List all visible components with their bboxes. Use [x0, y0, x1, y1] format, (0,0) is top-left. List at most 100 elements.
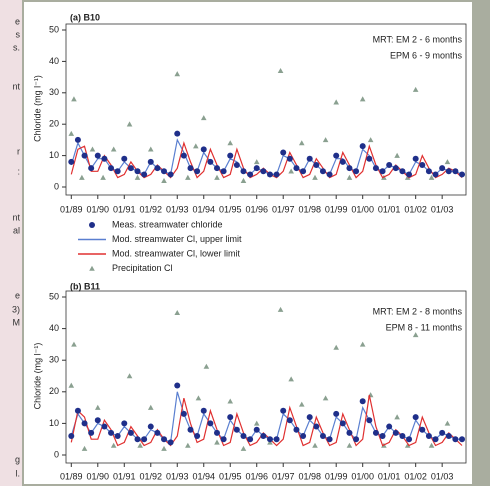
precipitation-point — [110, 146, 117, 152]
measured-point — [147, 423, 154, 430]
legend-symbol — [89, 222, 95, 228]
precipitation-point — [312, 442, 318, 448]
y-axis-label: Chloride (mg l⁻¹) — [32, 75, 42, 142]
x-tick-label: 01/90 — [87, 204, 110, 214]
x-tick-label: 01/93 — [166, 471, 189, 481]
precipitation-point — [333, 99, 339, 105]
precipitation-point — [298, 140, 305, 146]
measured-point — [213, 429, 220, 436]
x-tick-label: 01/98 — [298, 471, 321, 481]
measured-point — [419, 162, 426, 169]
measured-point — [266, 171, 273, 178]
poster-text-fragment: g — [15, 454, 20, 464]
measured-point — [108, 165, 115, 172]
annotation: EPM 8 - 11 months — [386, 322, 463, 332]
measured-point — [141, 436, 148, 443]
y-tick-label: 0 — [54, 449, 59, 459]
annotation: MRT: EM 2 - 8 months — [373, 306, 463, 316]
precipitation-point — [185, 174, 191, 180]
measured-point — [247, 171, 254, 178]
measured-point — [114, 433, 121, 440]
poster-text-fragment: s — [16, 29, 21, 39]
poster-text-fragment: l. — [16, 468, 21, 478]
measured-point — [253, 426, 260, 433]
legend-label: Mod. streamwater Cl, lower limit — [112, 248, 241, 258]
x-tick-label: 01/92 — [140, 204, 163, 214]
precipitation-point — [126, 373, 133, 379]
measured-point — [293, 426, 300, 433]
annotation: EPM 6 - 9 months — [390, 50, 463, 60]
x-tick-label: 01/94 — [192, 471, 215, 481]
precipitation-point — [444, 420, 451, 426]
poster-text-column — [0, 0, 22, 486]
poster-text-fragment: al — [13, 225, 20, 235]
measured-point — [207, 158, 214, 165]
measured-point — [167, 439, 174, 446]
measured-point — [445, 168, 452, 175]
measured-point — [68, 433, 75, 440]
precipitation-point — [394, 152, 400, 158]
precipitation-point — [227, 140, 234, 146]
measured-point — [399, 433, 406, 440]
measured-point — [359, 143, 366, 150]
measured-point — [127, 165, 134, 172]
x-tick-label: 01/93 — [166, 204, 189, 214]
measured-point — [273, 171, 280, 178]
precipitation-point — [322, 137, 329, 143]
measured-point — [220, 436, 227, 443]
chart-title: (a) B10 — [70, 12, 100, 22]
y-tick-label: 20 — [49, 119, 59, 129]
precipitation-point — [89, 146, 96, 152]
measured-point — [326, 436, 333, 443]
measured-point — [220, 168, 227, 175]
poster-text-fragment: e — [15, 290, 20, 300]
measured-point — [81, 420, 88, 427]
x-tick-label: 01/02 — [404, 471, 427, 481]
measured-point — [372, 165, 379, 172]
measured-point — [326, 171, 333, 178]
precipitation-point — [161, 177, 167, 183]
measured-point — [273, 436, 280, 443]
precipitation-point — [126, 121, 133, 127]
y-tick-label: 20 — [49, 386, 59, 396]
measured-point — [379, 168, 386, 175]
annotation: MRT: EM 2 - 6 months — [373, 34, 463, 44]
precipitation-point — [227, 398, 234, 404]
measured-point — [88, 165, 95, 172]
precipitation-point — [277, 306, 284, 312]
measured-point — [339, 420, 346, 427]
measured-point — [306, 155, 313, 162]
precipitation-point — [412, 332, 419, 338]
y-axis-label: Chloride (mg l⁻¹) — [32, 343, 42, 410]
measured-point — [187, 426, 194, 433]
x-tick-label: 01/00 — [351, 471, 374, 481]
measured-point — [227, 414, 234, 421]
measured-point — [121, 420, 128, 427]
measured-point — [74, 136, 81, 143]
x-tick-label: 01/96 — [245, 204, 268, 214]
measured-point — [286, 417, 293, 424]
measured-point — [445, 433, 452, 440]
x-tick-label: 01/01 — [378, 471, 401, 481]
measured-point — [319, 433, 326, 440]
precipitation-point — [147, 404, 154, 410]
precipitation-point — [288, 168, 294, 174]
legend-label: Meas. streamwater chloride — [112, 219, 223, 229]
x-tick-label: 01/94 — [192, 204, 215, 214]
precipitation-point — [174, 310, 181, 316]
measured-point — [353, 168, 360, 175]
measured-point — [180, 410, 187, 417]
measured-point — [134, 436, 141, 443]
measured-point — [260, 168, 267, 175]
precipitation-point — [200, 115, 207, 121]
measured-point — [121, 155, 128, 162]
measured-point — [346, 429, 353, 436]
x-tick-label: 01/02 — [404, 204, 427, 214]
measured-point — [180, 152, 187, 159]
measured-point — [412, 414, 419, 421]
measured-point — [425, 168, 432, 175]
measured-point — [406, 436, 413, 443]
legend-label: Precipitation Cl — [112, 263, 173, 273]
measured-point — [313, 162, 320, 169]
